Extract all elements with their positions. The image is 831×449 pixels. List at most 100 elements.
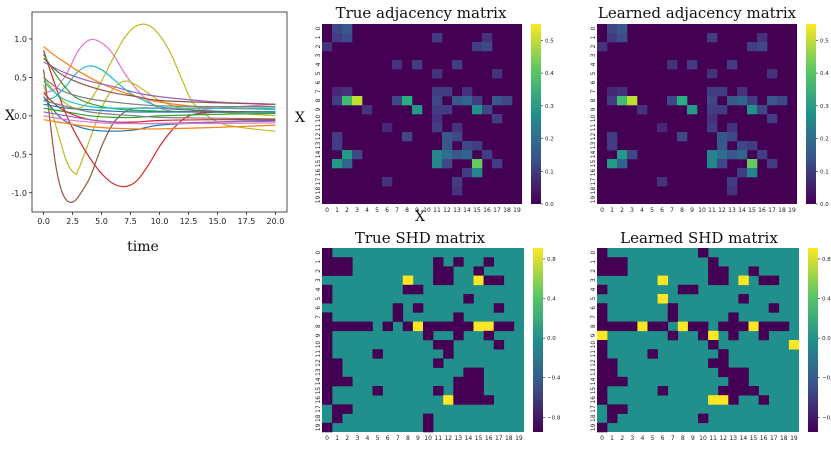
heatmap-x-tick-label: 11 (709, 435, 717, 442)
heatmap-y-tick-label: 13 (315, 368, 322, 376)
heatmap-cell (777, 96, 788, 106)
heatmap-cell (607, 413, 618, 424)
heatmap-x-tick-label: 13 (729, 435, 737, 442)
heatmap-y-tick-label: 15 (590, 160, 597, 168)
heatmap-cell (747, 141, 758, 151)
heatmap-cell (472, 42, 483, 52)
heatmap-x-tick-label: 19 (788, 207, 796, 214)
heatmap-cell (342, 159, 353, 169)
heatmap-cell (322, 42, 333, 52)
heatmap-cell (708, 340, 719, 350)
heatmap-cell (452, 132, 463, 142)
heatmap-x-tick-label: 17 (768, 207, 776, 214)
heatmap-cell (392, 96, 403, 106)
heatmap-x-tick-label: 5 (650, 207, 654, 214)
heatmap-x-tick-label: 12 (444, 435, 452, 442)
heatmap-x-tick-label: 8 (405, 207, 409, 214)
heatmap-x-tick-label: 13 (454, 435, 462, 442)
heatmap-y-tick-label: 8 (590, 324, 597, 328)
heatmap-x-tick-label: 10 (423, 207, 431, 214)
heatmap-y-tick-label: 5 (315, 297, 322, 301)
heatmap-cell (597, 422, 608, 433)
heatmap-y-tick-label: 0 (315, 26, 322, 30)
heatmap-x-tick-label: 4 (365, 435, 369, 442)
heatmap-cell (453, 386, 464, 396)
heatmap-y-tick-label: 7 (315, 315, 322, 319)
y-tick-label: 0.5 (14, 73, 27, 82)
colorbar (806, 24, 816, 204)
heatmap-cell (382, 123, 393, 133)
heatmap-cell (432, 69, 443, 79)
heatmap-y-tick-label: 18 (590, 414, 597, 422)
heatmap-cell (607, 358, 618, 368)
heatmap-cell (647, 349, 658, 359)
heatmap-cell (493, 340, 505, 350)
heatmap-y-tick-label: 12 (590, 359, 597, 367)
heatmap-cell (442, 87, 453, 97)
x-tick-label: 12.5 (180, 217, 198, 226)
heatmap-y-tick-label: 12 (590, 133, 597, 141)
heatmap-cell (322, 349, 333, 359)
heatmap-cell (707, 69, 718, 79)
heatmap-cell (737, 168, 748, 178)
heatmap-cell (473, 386, 484, 396)
heatmap-cell (657, 386, 668, 396)
heatmap-cell (647, 321, 658, 332)
heatmap-cell (473, 266, 484, 276)
heatmap-cell (412, 303, 424, 313)
heatmap-cell (322, 257, 333, 267)
heatmap-cell (737, 87, 748, 97)
heatmap-cell (322, 312, 333, 322)
heatmap-cell (728, 376, 739, 387)
heatmap-cell (767, 69, 778, 79)
heatmap-cell (677, 132, 688, 142)
colorbar-tick-label: 0.4 (547, 297, 556, 303)
heatmap-cell (657, 123, 668, 133)
heatmap-cell (332, 96, 343, 106)
heatmap-y-tick-label: 18 (590, 187, 597, 195)
heatmap-cell (402, 275, 414, 286)
heatmap-cell (412, 284, 424, 295)
heatmap-cell (657, 294, 668, 304)
heatmap-cell (718, 395, 729, 405)
heatmap-cell (462, 141, 473, 151)
heatmap-x-tick-label: 14 (738, 207, 746, 214)
heatmap-cell (332, 321, 343, 332)
colorbar-tick-label: 0.0 (820, 202, 829, 208)
heatmap-cell (473, 321, 484, 332)
colorbar-tick-label: 0.3 (820, 104, 829, 110)
heatmap-x-tick-label: 1 (610, 207, 614, 214)
heatmap-cell (728, 321, 739, 332)
trajectory-chart: 0.0 2.5 5.0 7.5 10.0 12.5 15.0 17.5 20.0 1.0 0.5 0.… (11, 11, 288, 226)
heatmap-cell (727, 186, 738, 196)
heatmap-cell (322, 340, 333, 350)
colorbar-tick-label: 0.8 (822, 257, 831, 263)
heatmap-cell (707, 159, 718, 169)
heatmap-cell (767, 159, 778, 169)
heatmap-y-tick-label: 4 (315, 62, 322, 66)
heatmap-cell (607, 321, 618, 332)
heatmap-cell (332, 367, 343, 378)
heatmap-cell (698, 413, 709, 424)
heatmap-cell (442, 132, 453, 142)
heatmap-cell (322, 395, 333, 405)
colorbar-tick-label: 0.8 (547, 257, 556, 263)
heatmap-cell (443, 395, 454, 405)
heatmap-cell (412, 321, 424, 332)
heatmap-x-tick-label: 14 (740, 435, 748, 442)
heatmap-cell (473, 275, 484, 286)
heatmap-cell (617, 404, 628, 414)
heatmap-cell (617, 87, 628, 97)
heatmap-cell (472, 96, 483, 106)
heatmap-cell (443, 340, 454, 350)
heatmap-cell (462, 168, 473, 178)
heatmap-cell (452, 96, 463, 106)
heatmap-cell (707, 33, 718, 43)
x-tick-label: 17.5 (238, 217, 256, 226)
heatmap-y-tick-label: 13 (315, 142, 322, 150)
heatmap-y-tick-label: 7 (315, 89, 322, 93)
heatmap-cell (342, 24, 353, 34)
heatmap-cell (503, 321, 515, 332)
heatmap-x-tick-label: 2 (345, 435, 349, 442)
heatmap-x-tick-label: 16 (758, 207, 766, 214)
